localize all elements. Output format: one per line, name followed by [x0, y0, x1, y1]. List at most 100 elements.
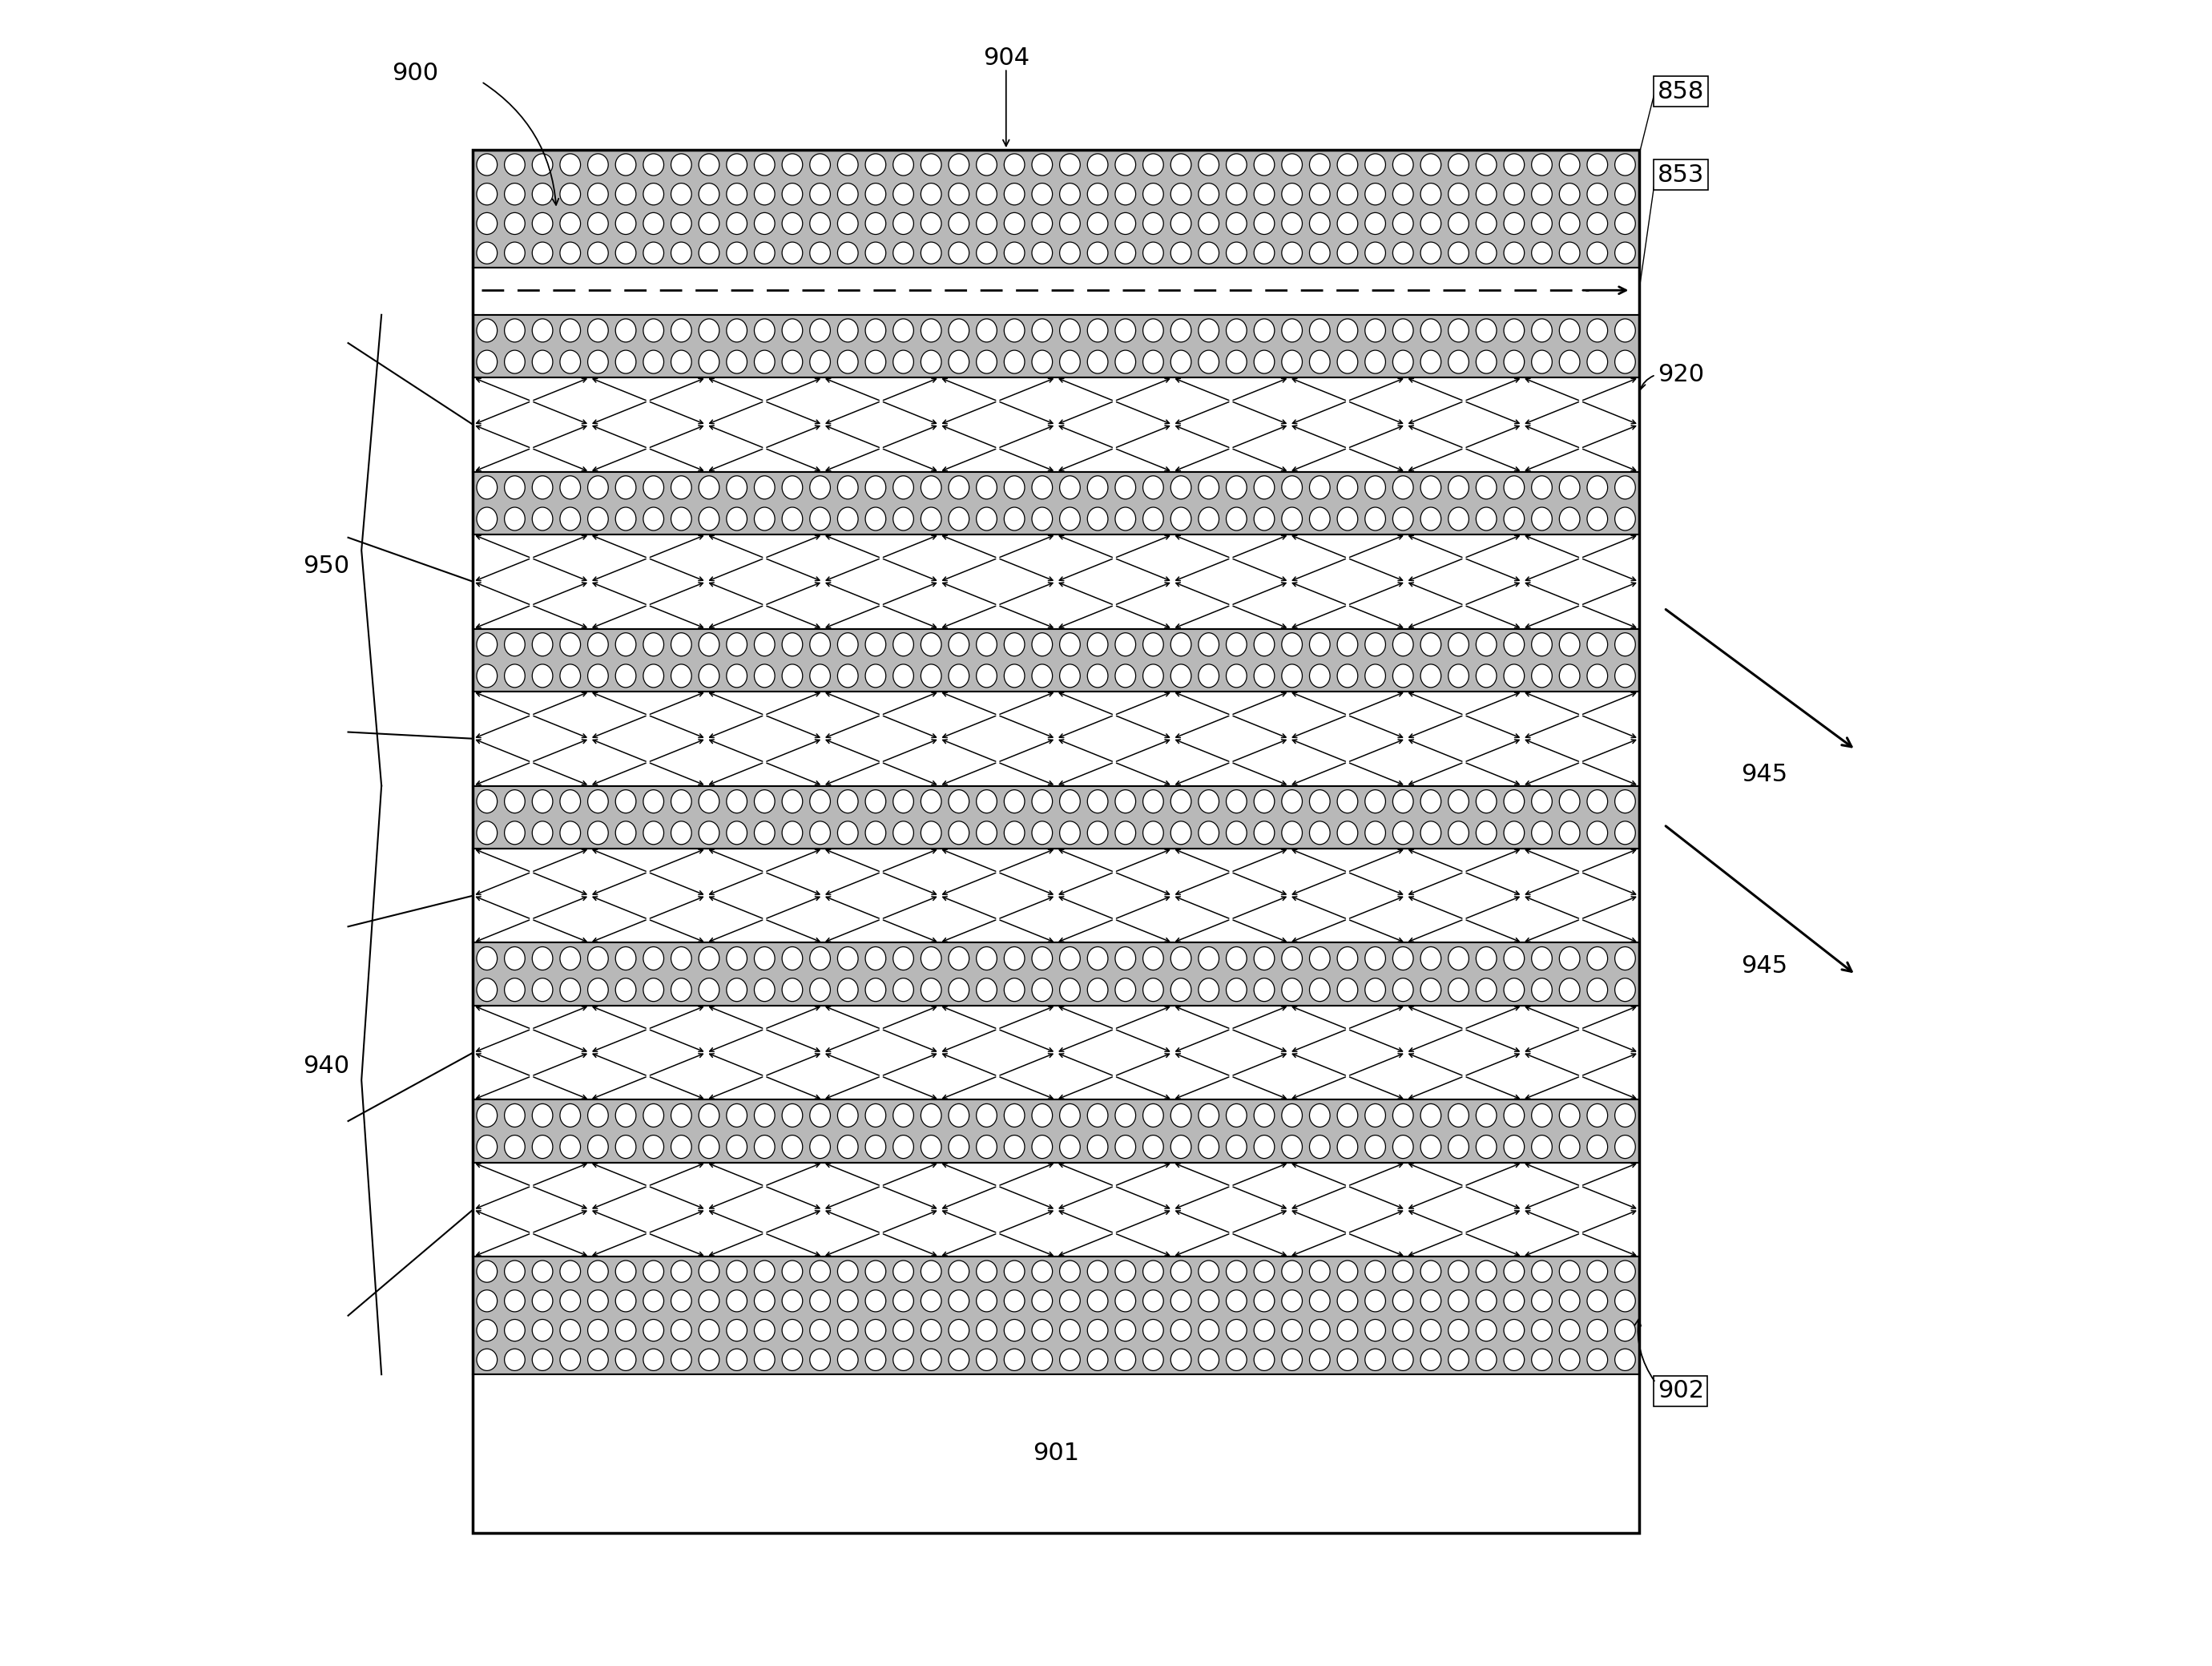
- Ellipse shape: [1449, 213, 1469, 235]
- Ellipse shape: [1504, 1261, 1524, 1283]
- Ellipse shape: [754, 1319, 774, 1341]
- Ellipse shape: [838, 1105, 858, 1126]
- Ellipse shape: [754, 350, 774, 373]
- Ellipse shape: [1420, 1349, 1440, 1371]
- Ellipse shape: [1060, 153, 1079, 175]
- Ellipse shape: [1504, 978, 1524, 1001]
- Ellipse shape: [865, 665, 885, 688]
- Ellipse shape: [1475, 1135, 1498, 1158]
- Ellipse shape: [1144, 350, 1164, 373]
- Ellipse shape: [754, 476, 774, 500]
- Ellipse shape: [588, 1261, 608, 1283]
- Ellipse shape: [1254, 242, 1274, 263]
- Ellipse shape: [1504, 350, 1524, 373]
- Ellipse shape: [1531, 1135, 1553, 1158]
- Ellipse shape: [754, 978, 774, 1001]
- Ellipse shape: [1281, 213, 1303, 235]
- Ellipse shape: [1170, 213, 1192, 235]
- Ellipse shape: [949, 1261, 969, 1283]
- Ellipse shape: [1144, 790, 1164, 813]
- Ellipse shape: [1254, 665, 1274, 688]
- Ellipse shape: [1615, 790, 1635, 813]
- Ellipse shape: [1586, 1135, 1608, 1158]
- Ellipse shape: [1475, 790, 1498, 813]
- Ellipse shape: [1365, 978, 1385, 1001]
- Ellipse shape: [476, 1289, 498, 1311]
- Ellipse shape: [1115, 821, 1135, 845]
- Ellipse shape: [1586, 183, 1608, 205]
- Ellipse shape: [894, 665, 914, 688]
- Ellipse shape: [588, 153, 608, 175]
- Ellipse shape: [1144, 213, 1164, 235]
- Ellipse shape: [1031, 1261, 1053, 1283]
- Ellipse shape: [1170, 476, 1192, 500]
- Ellipse shape: [1615, 183, 1635, 205]
- Ellipse shape: [810, 242, 830, 263]
- Ellipse shape: [1531, 1105, 1553, 1126]
- Ellipse shape: [783, 1261, 803, 1283]
- Ellipse shape: [920, 476, 942, 500]
- Ellipse shape: [1586, 946, 1608, 970]
- Ellipse shape: [560, 1289, 580, 1311]
- Ellipse shape: [1559, 946, 1579, 970]
- Ellipse shape: [533, 633, 553, 656]
- Ellipse shape: [1338, 821, 1358, 845]
- Ellipse shape: [476, 790, 498, 813]
- Bar: [473, 628, 1639, 691]
- Ellipse shape: [615, 1289, 637, 1311]
- Ellipse shape: [615, 350, 637, 373]
- Ellipse shape: [1615, 978, 1635, 1001]
- Ellipse shape: [1394, 242, 1413, 263]
- Ellipse shape: [1475, 665, 1498, 688]
- Ellipse shape: [1144, 821, 1164, 845]
- Ellipse shape: [1394, 153, 1413, 175]
- Ellipse shape: [865, 633, 885, 656]
- Bar: [473, 1374, 1639, 1533]
- Ellipse shape: [1559, 1289, 1579, 1311]
- Ellipse shape: [894, 946, 914, 970]
- Ellipse shape: [1088, 318, 1108, 342]
- Ellipse shape: [1088, 213, 1108, 235]
- Text: 940: 940: [303, 1055, 349, 1078]
- Bar: [473, 535, 1639, 628]
- Ellipse shape: [1420, 476, 1440, 500]
- Ellipse shape: [975, 1135, 998, 1158]
- Ellipse shape: [1088, 1349, 1108, 1371]
- Ellipse shape: [1365, 1289, 1385, 1311]
- Ellipse shape: [644, 633, 664, 656]
- Ellipse shape: [1004, 1349, 1024, 1371]
- Ellipse shape: [1338, 183, 1358, 205]
- Ellipse shape: [975, 506, 998, 530]
- Ellipse shape: [533, 946, 553, 970]
- Ellipse shape: [1420, 318, 1440, 342]
- Ellipse shape: [1586, 506, 1608, 530]
- Ellipse shape: [1310, 1261, 1329, 1283]
- Ellipse shape: [1449, 1349, 1469, 1371]
- Ellipse shape: [1559, 213, 1579, 235]
- Ellipse shape: [1031, 318, 1053, 342]
- Ellipse shape: [1115, 1319, 1135, 1341]
- Ellipse shape: [1310, 476, 1329, 500]
- Ellipse shape: [1531, 318, 1553, 342]
- Ellipse shape: [1031, 665, 1053, 688]
- Ellipse shape: [1225, 946, 1248, 970]
- Ellipse shape: [560, 213, 580, 235]
- Ellipse shape: [1420, 1319, 1440, 1341]
- Ellipse shape: [1199, 318, 1219, 342]
- Ellipse shape: [1310, 790, 1329, 813]
- Ellipse shape: [1225, 153, 1248, 175]
- Ellipse shape: [1115, 1105, 1135, 1126]
- Ellipse shape: [920, 1105, 942, 1126]
- Ellipse shape: [975, 1261, 998, 1283]
- Ellipse shape: [1170, 633, 1192, 656]
- Ellipse shape: [670, 946, 692, 970]
- Ellipse shape: [1504, 1289, 1524, 1311]
- Ellipse shape: [1199, 1349, 1219, 1371]
- Ellipse shape: [920, 350, 942, 373]
- Ellipse shape: [920, 821, 942, 845]
- Ellipse shape: [1004, 1105, 1024, 1126]
- Ellipse shape: [1310, 318, 1329, 342]
- Ellipse shape: [1225, 506, 1248, 530]
- Ellipse shape: [1004, 1135, 1024, 1158]
- Ellipse shape: [560, 153, 580, 175]
